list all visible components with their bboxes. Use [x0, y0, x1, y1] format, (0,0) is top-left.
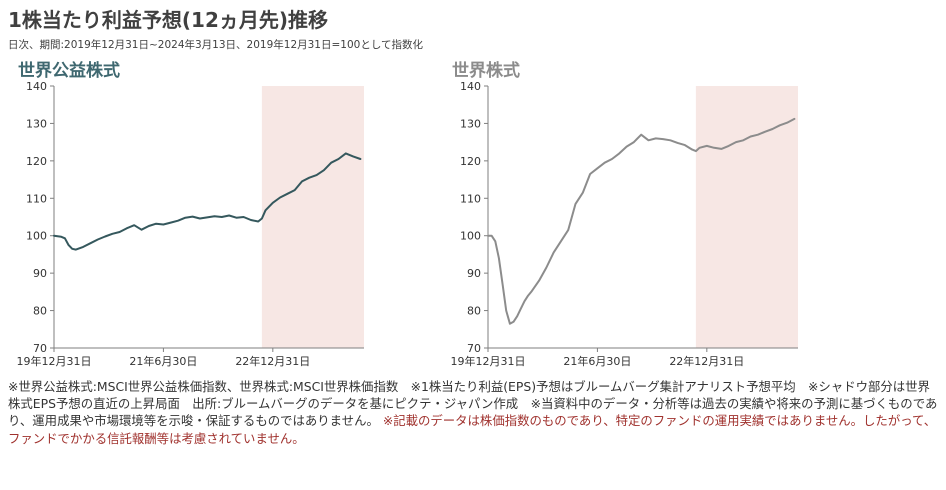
shaded-period — [261, 86, 364, 348]
x-tick-label: 19年12月31日 — [17, 354, 92, 368]
chart-title-world-equities: 世界株式 — [452, 61, 520, 81]
footnote-disclaimer: ※記載のデータは株価指数のものであり、特定のファンドの運用実績ではありません。し… — [8, 413, 937, 446]
x-tick-label: 19年12月31日 — [451, 354, 526, 368]
y-tick-label: 110 — [26, 192, 47, 205]
series-line — [53, 152, 362, 251]
y-tick-label: 80 — [467, 305, 481, 318]
y-tick-label: 100 — [460, 230, 481, 243]
footnotes: ※世界公益株式:MSCI世界公益株価指数、世界株式:MSCI世界株価指数 ※1株… — [8, 378, 938, 447]
y-tick-label: 140 — [460, 80, 481, 93]
y-tick-label: 140 — [26, 80, 47, 93]
x-tick-label: 21年6月30日 — [563, 354, 631, 368]
x-tick-label: 22年12月31日 — [235, 354, 310, 368]
y-tick-label: 110 — [460, 192, 481, 205]
y-tick-label: 120 — [460, 155, 481, 168]
y-tick-label: 80 — [33, 305, 47, 318]
chart-title-world-utilities: 世界公益株式 — [18, 61, 120, 81]
y-tick-label: 130 — [460, 117, 481, 130]
series-line — [487, 117, 796, 325]
y-tick-label: 90 — [33, 267, 47, 280]
x-tick-label: 21年6月30日 — [129, 354, 197, 368]
y-tick-label: 130 — [26, 117, 47, 130]
y-tick-label: 70 — [467, 342, 481, 355]
footnote-text: ※世界公益株式:MSCI世界公益株価指数、世界株式:MSCI世界株価指数 ※1株… — [8, 379, 938, 429]
page-subtitle: 日次、期間:2019年12月31日~2024年3月13日、2019年12月31日… — [8, 39, 424, 51]
y-tick-label: 120 — [26, 155, 47, 168]
y-tick-label: 70 — [33, 342, 47, 355]
y-tick-label: 90 — [467, 267, 481, 280]
shaded-period — [695, 86, 798, 348]
x-tick-label: 22年12月31日 — [669, 354, 744, 368]
page-title: 1株当たり利益予想(12ヵ月先)推移 — [8, 8, 329, 32]
y-tick-label: 100 — [26, 230, 47, 243]
